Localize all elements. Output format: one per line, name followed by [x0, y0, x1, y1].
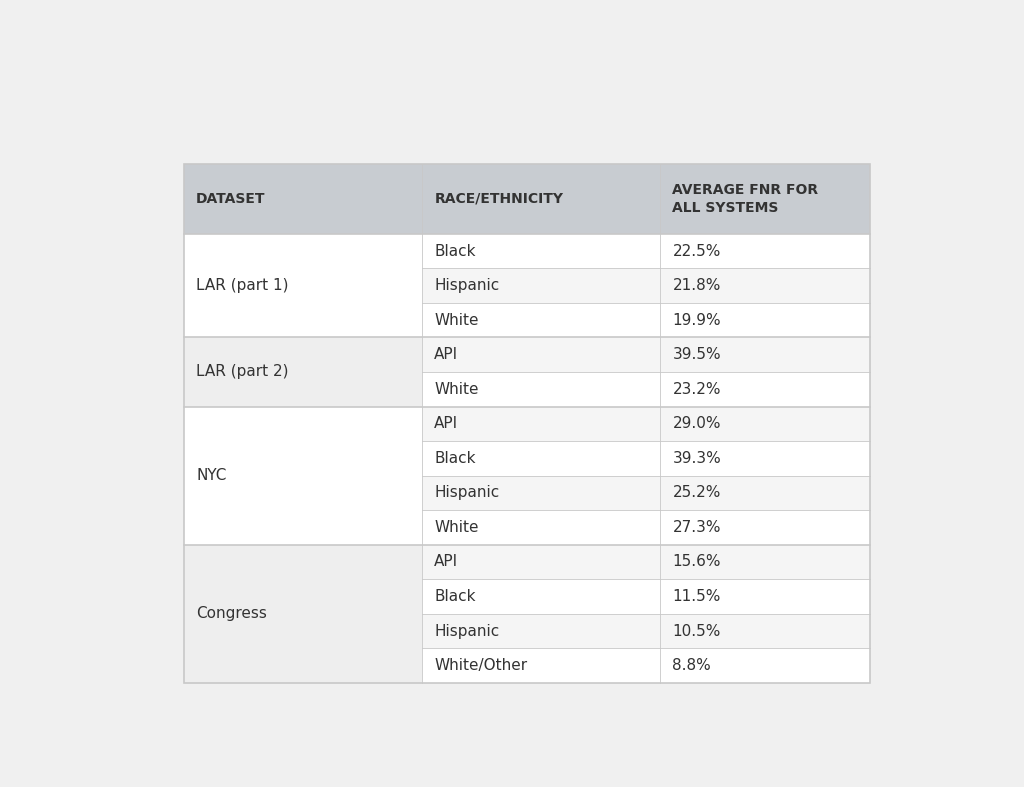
Bar — [183, 338, 422, 407]
Bar — [659, 579, 870, 614]
Bar — [659, 545, 870, 579]
Text: White: White — [434, 520, 479, 535]
Bar — [659, 372, 870, 407]
Text: API: API — [434, 555, 459, 570]
Bar — [422, 303, 659, 338]
Bar — [183, 407, 422, 545]
Text: API: API — [434, 416, 459, 431]
Text: 23.2%: 23.2% — [673, 382, 721, 397]
Text: DATASET: DATASET — [197, 192, 266, 206]
Text: Black: Black — [434, 589, 476, 604]
Text: Black: Black — [434, 244, 476, 259]
Bar — [659, 268, 870, 303]
Bar — [422, 407, 659, 441]
Bar — [422, 234, 659, 268]
Text: 27.3%: 27.3% — [673, 520, 721, 535]
Bar — [659, 441, 870, 475]
Text: API: API — [434, 347, 459, 362]
Text: Congress: Congress — [197, 606, 267, 621]
Text: Black: Black — [434, 451, 476, 466]
Bar — [422, 372, 659, 407]
Bar — [422, 338, 659, 372]
Text: LAR (part 1): LAR (part 1) — [197, 278, 289, 293]
Text: 19.9%: 19.9% — [673, 312, 721, 327]
Text: White: White — [434, 382, 479, 397]
Text: White: White — [434, 312, 479, 327]
Text: RACE/ETHNICITY: RACE/ETHNICITY — [434, 192, 563, 206]
Text: Hispanic: Hispanic — [434, 278, 500, 293]
Bar — [422, 579, 659, 614]
Bar — [183, 164, 870, 683]
Bar — [659, 614, 870, 648]
Text: AVERAGE FNR FOR
ALL SYSTEMS: AVERAGE FNR FOR ALL SYSTEMS — [673, 183, 818, 215]
Text: 22.5%: 22.5% — [673, 244, 721, 259]
Text: 15.6%: 15.6% — [673, 555, 721, 570]
Text: LAR (part 2): LAR (part 2) — [197, 364, 289, 379]
Text: Hispanic: Hispanic — [434, 486, 500, 501]
Bar — [422, 510, 659, 545]
Text: 10.5%: 10.5% — [673, 623, 721, 638]
Text: 11.5%: 11.5% — [673, 589, 721, 604]
Bar — [183, 545, 422, 683]
Bar — [659, 234, 870, 268]
Bar — [422, 441, 659, 475]
Bar — [183, 164, 870, 683]
Bar — [183, 234, 422, 338]
Text: White/Other: White/Other — [434, 658, 527, 673]
Text: Hispanic: Hispanic — [434, 623, 500, 638]
Bar — [659, 475, 870, 510]
Bar — [422, 545, 659, 579]
Bar — [422, 268, 659, 303]
Text: 29.0%: 29.0% — [673, 416, 721, 431]
Bar — [422, 648, 659, 683]
Text: NYC: NYC — [197, 468, 226, 483]
Text: 21.8%: 21.8% — [673, 278, 721, 293]
Text: 39.5%: 39.5% — [673, 347, 721, 362]
Bar — [659, 303, 870, 338]
Text: 25.2%: 25.2% — [673, 486, 721, 501]
Bar — [659, 338, 870, 372]
Bar — [422, 614, 659, 648]
Bar — [659, 510, 870, 545]
Text: 8.8%: 8.8% — [673, 658, 711, 673]
Text: 39.3%: 39.3% — [673, 451, 721, 466]
Bar — [422, 475, 659, 510]
Bar — [659, 407, 870, 441]
Bar — [183, 164, 870, 234]
Bar — [659, 648, 870, 683]
